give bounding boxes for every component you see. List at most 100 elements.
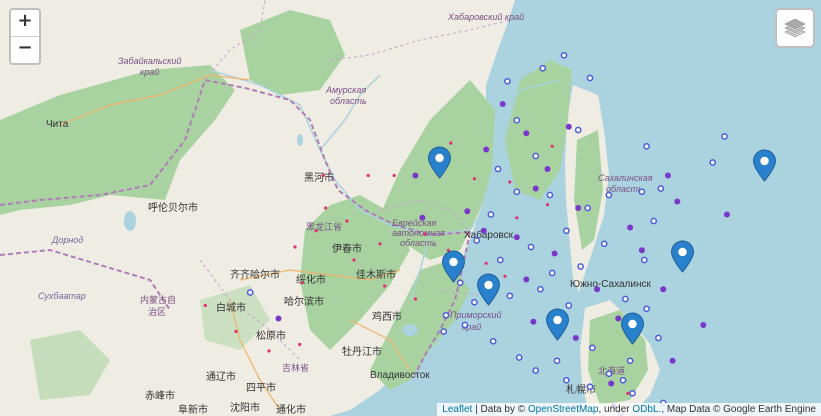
hollow-marker[interactable] [532, 367, 540, 374]
purple-marker[interactable] [700, 322, 707, 328]
pink-marker[interactable] [352, 258, 356, 262]
pink-marker[interactable] [626, 391, 630, 395]
pink-marker[interactable] [314, 229, 318, 233]
purple-marker[interactable] [419, 214, 426, 221]
map-pin-icon[interactable] [545, 308, 570, 342]
map-pin-icon[interactable] [620, 312, 645, 345]
hollow-marker[interactable] [577, 263, 584, 270]
purple-marker[interactable] [544, 166, 551, 172]
osm-link[interactable]: OpenStreetMap [527, 404, 599, 415]
map-pin-icon[interactable] [427, 146, 452, 179]
purple-marker[interactable] [575, 205, 582, 211]
purple-marker[interactable] [565, 123, 572, 130]
hollow-marker[interactable] [655, 334, 662, 342]
pink-marker[interactable] [298, 342, 302, 347]
hollow-marker[interactable] [513, 116, 521, 124]
pink-marker[interactable] [423, 232, 427, 236]
pink-marker[interactable] [392, 173, 396, 178]
hollow-marker[interactable] [638, 188, 646, 196]
hollow-marker[interactable] [605, 191, 613, 199]
hollow-marker[interactable] [546, 191, 554, 199]
hollow-marker[interactable] [586, 383, 594, 391]
hollow-marker[interactable] [504, 77, 511, 85]
purple-marker[interactable] [483, 146, 490, 153]
pink-marker[interactable] [366, 173, 370, 178]
hollow-marker[interactable] [619, 376, 627, 384]
map-pin-icon[interactable] [441, 250, 466, 283]
hollow-marker[interactable] [456, 279, 464, 287]
hollow-marker[interactable] [574, 126, 582, 134]
purple-marker[interactable] [664, 172, 671, 179]
hollow-marker[interactable] [548, 269, 556, 277]
pink-marker[interactable] [324, 206, 328, 210]
purple-marker[interactable] [513, 234, 520, 241]
pink-marker[interactable] [515, 216, 519, 220]
purple-marker[interactable] [523, 276, 530, 283]
hollow-marker[interactable] [584, 204, 591, 212]
hollow-marker[interactable] [527, 243, 535, 251]
hollow-marker[interactable] [496, 256, 504, 264]
hollow-marker[interactable] [586, 74, 594, 82]
purple-marker[interactable] [275, 315, 282, 322]
hollow-marker[interactable] [563, 227, 570, 235]
hollow-marker[interactable] [643, 142, 650, 150]
purple-marker[interactable] [464, 208, 471, 215]
pink-marker[interactable] [345, 219, 349, 223]
hollow-marker[interactable] [600, 240, 608, 248]
pink-marker[interactable] [508, 180, 512, 184]
hollow-marker[interactable] [589, 344, 596, 352]
hollow-marker[interactable] [246, 289, 254, 296]
hollow-marker[interactable] [489, 337, 497, 345]
odbl-link[interactable]: ODbL. [632, 404, 662, 415]
purple-marker[interactable] [523, 130, 530, 137]
hollow-marker[interactable] [553, 357, 561, 365]
hollow-marker[interactable] [657, 185, 665, 192]
hollow-marker[interactable] [650, 217, 658, 225]
hollow-marker[interactable] [563, 376, 570, 384]
pink-marker[interactable] [267, 349, 271, 353]
hollow-marker[interactable] [532, 152, 540, 160]
pink-marker[interactable] [293, 245, 297, 249]
pink-marker[interactable] [203, 303, 207, 308]
pink-marker[interactable] [234, 329, 238, 334]
purple-marker[interactable] [499, 101, 506, 107]
purple-marker[interactable] [627, 224, 634, 231]
hollow-marker[interactable] [605, 370, 613, 378]
purple-marker[interactable] [638, 247, 645, 254]
purple-marker[interactable] [530, 318, 537, 325]
hollow-marker[interactable] [709, 159, 717, 166]
purple-marker[interactable] [480, 227, 487, 234]
purple-marker[interactable] [572, 335, 579, 341]
pink-marker[interactable] [449, 141, 453, 145]
purple-marker[interactable] [608, 380, 615, 387]
hollow-marker[interactable] [626, 357, 634, 365]
leaflet-link[interactable]: Leaflet [442, 404, 473, 415]
pink-marker[interactable] [545, 203, 550, 207]
purple-marker[interactable] [674, 198, 681, 205]
pink-marker[interactable] [378, 242, 382, 246]
purple-marker[interactable] [660, 286, 667, 293]
hollow-marker[interactable] [515, 354, 523, 361]
hollow-marker[interactable] [473, 237, 481, 244]
hollow-marker[interactable] [721, 133, 728, 140]
map-pin-icon[interactable] [670, 240, 695, 273]
purple-marker[interactable] [532, 185, 539, 192]
hollow-marker[interactable] [487, 211, 495, 218]
purple-marker[interactable] [723, 211, 730, 218]
pink-marker[interactable] [413, 297, 417, 301]
hollow-marker[interactable] [640, 256, 648, 264]
map-pin-icon[interactable] [752, 149, 777, 182]
observation-markers[interactable] [203, 51, 730, 416]
purple-marker[interactable] [615, 315, 622, 322]
hollow-marker[interactable] [442, 311, 450, 319]
pink-marker[interactable] [484, 261, 488, 265]
hollow-marker[interactable] [643, 305, 650, 313]
hollow-marker[interactable] [461, 321, 469, 329]
zoom-in-button[interactable]: + [17, 10, 33, 31]
pink-marker[interactable] [550, 144, 554, 148]
hollow-marker[interactable] [622, 295, 629, 303]
hollow-marker[interactable] [513, 188, 521, 196]
purple-marker[interactable] [669, 357, 676, 364]
